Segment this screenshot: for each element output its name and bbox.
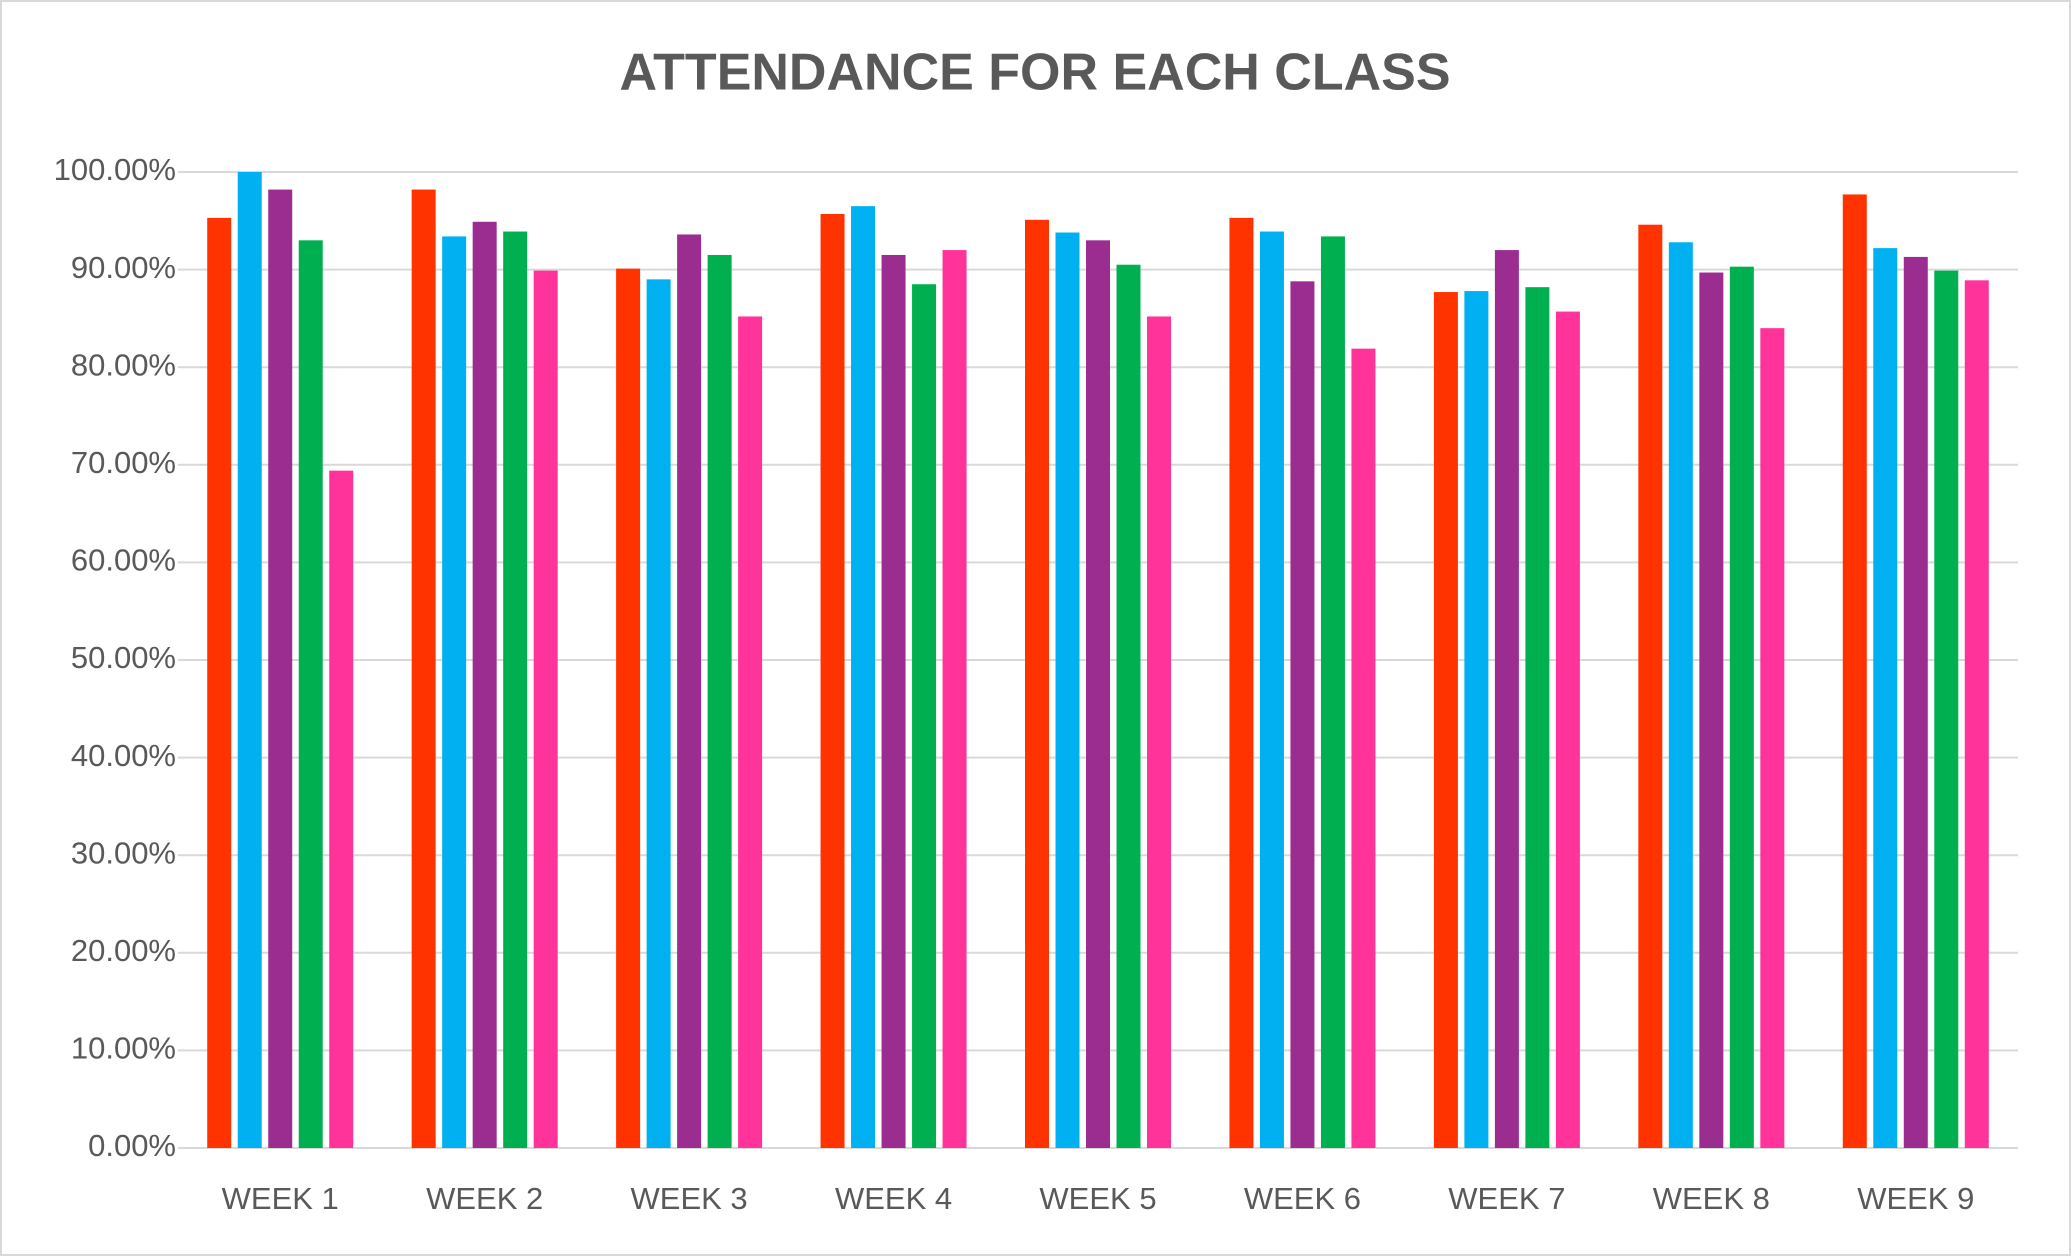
bar — [820, 213, 845, 1148]
bar — [707, 254, 732, 1148]
bar — [677, 234, 702, 1149]
bar — [268, 189, 293, 1148]
bar — [1638, 224, 1663, 1149]
bar — [1903, 256, 1928, 1148]
bar — [1964, 280, 1989, 1148]
x-tick-label: WEEK 2 — [426, 1181, 543, 1216]
y-tick-label: 20.00% — [71, 933, 176, 968]
bar — [442, 236, 467, 1148]
y-tick-label: 60.00% — [71, 543, 176, 578]
bar — [1464, 291, 1489, 1148]
bar — [1086, 240, 1110, 1148]
bar — [1351, 348, 1376, 1148]
x-tick-label: WEEK 9 — [1857, 1181, 1974, 1216]
bar — [738, 316, 763, 1148]
y-tick-label: 0.00% — [88, 1128, 176, 1163]
bar — [851, 206, 876, 1148]
bar — [646, 279, 671, 1148]
y-tick-label: 40.00% — [71, 738, 176, 773]
bar — [1259, 231, 1284, 1148]
bar — [1842, 194, 1867, 1148]
y-tick-label: 80.00% — [71, 347, 176, 382]
bar — [1229, 217, 1254, 1148]
bar — [411, 189, 436, 1148]
bar — [1494, 250, 1519, 1148]
bar — [1290, 281, 1315, 1148]
bar — [1729, 266, 1754, 1148]
bar — [1699, 272, 1724, 1148]
bar — [298, 240, 323, 1148]
bar — [503, 231, 528, 1148]
bar — [472, 221, 497, 1148]
x-tick-label: WEEK 5 — [1039, 1181, 1156, 1216]
y-tick-label: 90.00% — [71, 250, 176, 285]
x-tick-label: WEEK 7 — [1448, 1181, 1565, 1216]
bar — [616, 268, 641, 1148]
bar — [1055, 232, 1080, 1149]
bar — [1934, 270, 1959, 1148]
y-tick-label: 100.00% — [54, 152, 176, 187]
y-tick-label: 30.00% — [71, 835, 176, 870]
y-tick-label: 10.00% — [71, 1031, 176, 1066]
bar — [237, 172, 262, 1148]
x-tick-label: WEEK 4 — [835, 1181, 952, 1216]
chart-title: ATTENDANCE FOR EACH CLASS — [619, 44, 1450, 102]
bar — [1433, 292, 1458, 1149]
bar — [1525, 287, 1550, 1149]
bar — [329, 470, 354, 1148]
x-tick-label: WEEK 6 — [1244, 1181, 1361, 1216]
bar — [942, 250, 967, 1148]
y-tick-label: 70.00% — [71, 445, 176, 480]
bar — [1116, 264, 1141, 1149]
x-tick-label: WEEK 8 — [1653, 1181, 1770, 1216]
bar — [1025, 219, 1049, 1149]
bar — [207, 217, 232, 1148]
bar — [1555, 311, 1580, 1148]
x-tick-label: WEEK 1 — [222, 1181, 339, 1216]
bar — [1668, 242, 1693, 1149]
bar — [912, 284, 937, 1148]
bar — [1873, 248, 1898, 1149]
bar — [1760, 328, 1785, 1148]
bar — [1147, 316, 1171, 1148]
bar — [881, 254, 906, 1148]
y-tick-label: 50.00% — [71, 640, 176, 675]
x-tick-label: WEEK 3 — [631, 1181, 748, 1216]
bar — [533, 270, 558, 1148]
bar — [1320, 236, 1345, 1148]
